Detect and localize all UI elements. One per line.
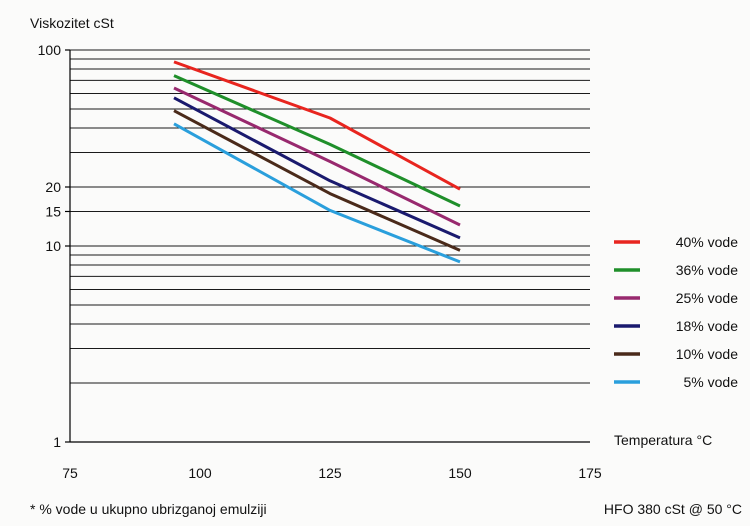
legend-label: 5% vode: [684, 374, 739, 390]
series-line: [173, 96, 461, 240]
legend-label: 18% vode: [676, 318, 738, 334]
x-tick-label: 125: [318, 465, 342, 481]
y-tick-label: 100: [38, 42, 62, 58]
series-line: [173, 86, 461, 227]
grid-lines: [70, 49, 590, 384]
series-lines: [173, 60, 461, 264]
footnote: * % vode u ukupno ubrizganoj emulziji: [30, 501, 267, 517]
y-tick-labels: 100 20 15 10 1: [38, 42, 70, 450]
x-tick-label: 100: [188, 465, 212, 481]
x-tick-label: 75: [62, 465, 78, 481]
x-tick-labels: 75 100 125 150 175: [62, 465, 602, 481]
legend-label: 25% vode: [676, 290, 738, 306]
x-tick-label: 175: [578, 465, 602, 481]
x-axis-label: Temperatura °C: [614, 432, 712, 448]
legend-label: 36% vode: [676, 262, 738, 278]
legend: 40% vode 36% vode 25% vode 18% vode 10% vode…: [614, 234, 738, 390]
series-line: [173, 74, 461, 208]
series-line: [173, 122, 461, 264]
series-line: [173, 109, 461, 252]
y-axis-label: Viskozitet cSt: [30, 15, 114, 31]
y-tick-label: 1: [53, 434, 61, 450]
condition-note: HFO 380 cSt @ 50 °C: [604, 501, 742, 517]
legend-label: 40% vode: [676, 234, 738, 250]
series-line: [173, 60, 461, 191]
x-tick-label: 150: [448, 465, 472, 481]
y-tick-label: 10: [45, 238, 61, 254]
legend-label: 10% vode: [676, 346, 738, 362]
y-tick-label: 15: [45, 203, 61, 219]
y-tick-label: 20: [45, 179, 61, 195]
